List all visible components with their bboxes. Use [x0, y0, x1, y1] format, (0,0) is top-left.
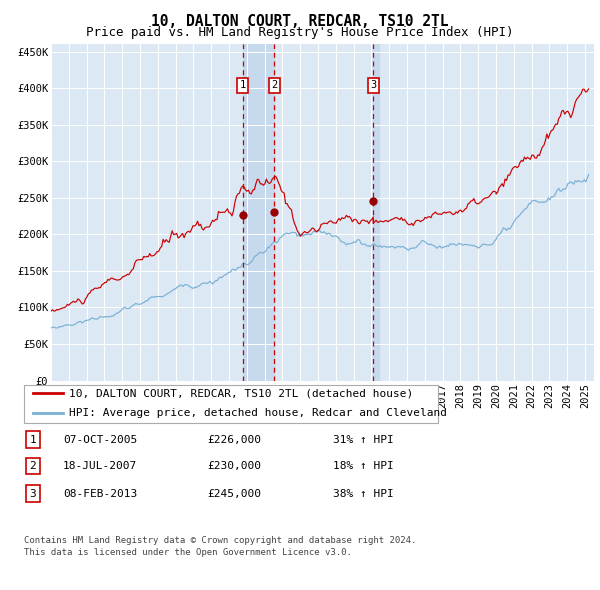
Text: 3: 3	[370, 80, 376, 90]
Text: 38% ↑ HPI: 38% ↑ HPI	[333, 489, 394, 499]
Text: £226,000: £226,000	[207, 435, 261, 444]
Text: 10, DALTON COURT, REDCAR, TS10 2TL (detached house): 10, DALTON COURT, REDCAR, TS10 2TL (deta…	[69, 388, 413, 398]
Bar	[373, 44, 379, 381]
Text: Contains HM Land Registry data © Crown copyright and database right 2024.
This d: Contains HM Land Registry data © Crown c…	[24, 536, 416, 557]
Text: 2: 2	[29, 461, 37, 471]
Text: Price paid vs. HM Land Registry's House Price Index (HPI): Price paid vs. HM Land Registry's House …	[86, 26, 514, 39]
Text: 18% ↑ HPI: 18% ↑ HPI	[333, 461, 394, 471]
Text: 10, DALTON COURT, REDCAR, TS10 2TL: 10, DALTON COURT, REDCAR, TS10 2TL	[151, 14, 449, 29]
Text: 3: 3	[29, 489, 37, 499]
Text: HPI: Average price, detached house, Redcar and Cleveland: HPI: Average price, detached house, Redc…	[69, 408, 447, 418]
Text: £230,000: £230,000	[207, 461, 261, 471]
Text: 1: 1	[29, 435, 37, 444]
Bar	[243, 44, 274, 381]
Text: 31% ↑ HPI: 31% ↑ HPI	[333, 435, 394, 444]
Text: £245,000: £245,000	[207, 489, 261, 499]
Text: 18-JUL-2007: 18-JUL-2007	[63, 461, 137, 471]
Text: 08-FEB-2013: 08-FEB-2013	[63, 489, 137, 499]
Text: 07-OCT-2005: 07-OCT-2005	[63, 435, 137, 444]
Text: 2: 2	[271, 80, 277, 90]
Text: 1: 1	[239, 80, 246, 90]
